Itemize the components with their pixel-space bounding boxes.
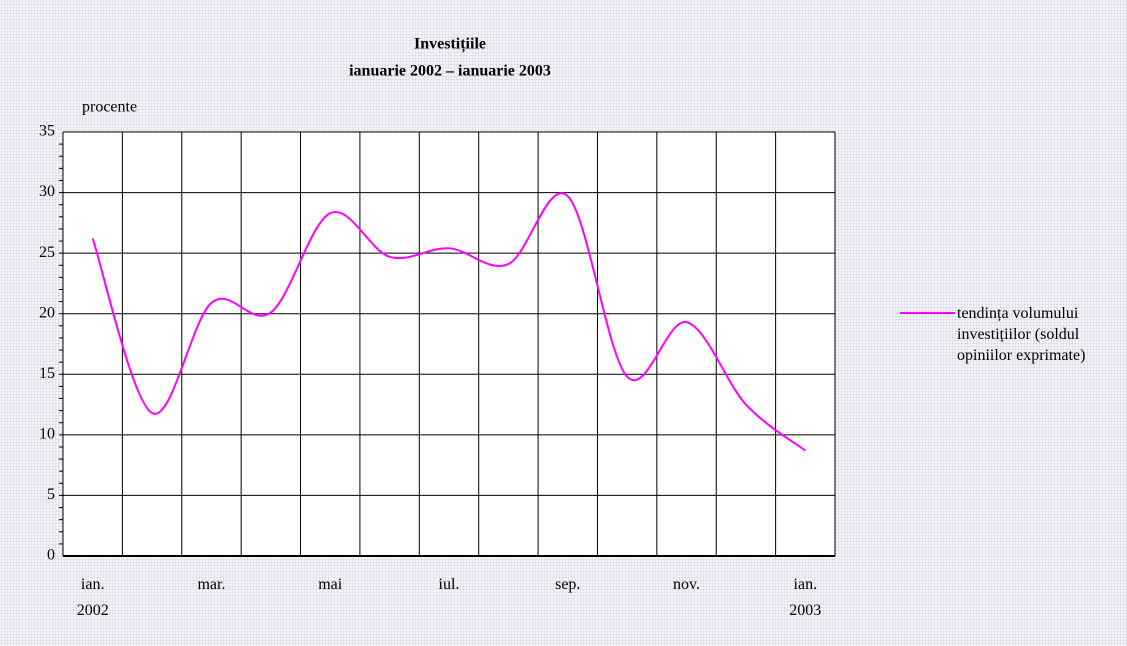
y-tick-label: 35 [39, 123, 55, 140]
legend-label: tendința volumului investițiilor (soldul… [957, 305, 1086, 364]
y-tick-label: 5 [47, 486, 55, 503]
y-tick-label: 20 [39, 304, 55, 321]
y-axis-label: procente [82, 99, 137, 116]
y-tick-label: 0 [47, 547, 55, 564]
x-tick-label: mar. [197, 576, 226, 593]
y-tick-label: 25 [39, 244, 55, 261]
y-tick-label: 30 [39, 183, 55, 200]
y-tick-label: 15 [39, 365, 55, 382]
x-tick-label: ian. 2003 [789, 576, 822, 619]
x-tick-label: mai [318, 576, 343, 593]
x-tick-label: ian. 2002 [76, 576, 109, 619]
chart-title: Investițiile [414, 36, 486, 54]
y-tick-label: 10 [39, 426, 55, 443]
x-tick-label: iul. [438, 576, 460, 593]
plot-area [63, 132, 835, 556]
x-tick-label: sep. [555, 576, 581, 593]
x-tick-label: nov. [673, 576, 701, 593]
chart-subtitle: ianuarie 2002 – ianuarie 2003 [349, 63, 551, 80]
line [91, 192, 806, 452]
